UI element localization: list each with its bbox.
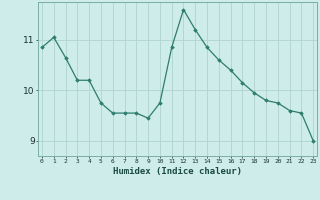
X-axis label: Humidex (Indice chaleur): Humidex (Indice chaleur): [113, 167, 242, 176]
